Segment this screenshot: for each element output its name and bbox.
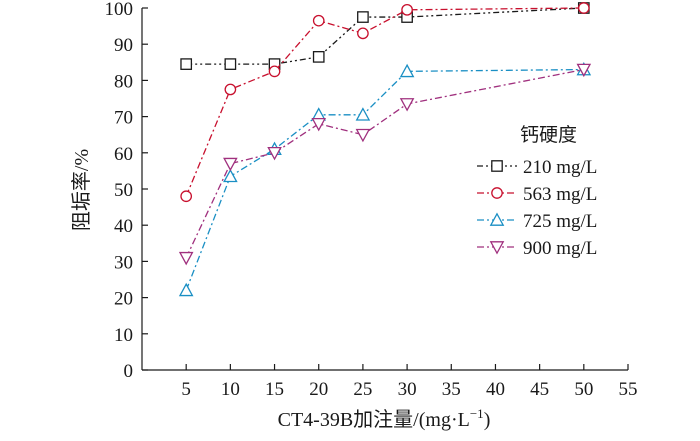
data-point <box>178 251 194 266</box>
y-tick-label: 80 <box>114 71 133 92</box>
data-point <box>180 58 193 70</box>
data-point <box>399 98 415 112</box>
y-tick-label: 60 <box>114 144 133 165</box>
legend: 钙硬度 210 mg/L 563 mg/L 725 mg/L 900 mg/L <box>477 124 597 259</box>
data-point <box>357 27 369 40</box>
x-tick-label: 30 <box>398 379 417 400</box>
data-point <box>311 117 327 132</box>
x-tick-label: 50 <box>574 379 593 400</box>
x-axis-title: CT4-39B加注量/(mg·L−1) <box>278 406 491 431</box>
data-point <box>576 63 592 78</box>
legend-marker <box>491 187 503 199</box>
data-point <box>312 51 325 63</box>
x-axis-title-superscript: −1 <box>470 406 484 421</box>
x-tick-label: 15 <box>265 379 284 400</box>
data-point <box>224 58 237 70</box>
data-point <box>267 146 282 161</box>
y-tick-label: 50 <box>114 180 133 201</box>
data-point <box>401 3 413 16</box>
legend-marker <box>489 241 505 255</box>
legend-marker <box>491 160 503 172</box>
y-tick-label: 0 <box>124 361 134 382</box>
x-axis-title-main: CT4-39B加注量/(mg·L <box>278 408 470 431</box>
data-point <box>357 11 369 23</box>
y-tick-label: 40 <box>114 216 133 237</box>
series-layer <box>178 2 592 297</box>
data-point <box>355 128 371 143</box>
x-tick-label: 10 <box>221 379 240 400</box>
x-tick-label: 55 <box>619 379 638 400</box>
y-tick-label: 10 <box>114 325 133 346</box>
series-725mgl <box>178 61 592 297</box>
data-point <box>312 14 325 27</box>
data-point <box>577 2 590 14</box>
x-tick-label: 45 <box>530 379 549 400</box>
series-563mgl <box>180 2 590 203</box>
series-line <box>186 7 584 65</box>
y-tick-label: 90 <box>114 35 133 56</box>
series-210mgl <box>180 2 590 70</box>
x-tick-label: 20 <box>309 379 328 400</box>
data-point <box>355 107 371 121</box>
x-axis-ticks: 5 10 15 20 25 30 35 40 45 50 55 <box>181 364 638 400</box>
x-tick-label: 35 <box>442 379 461 400</box>
data-point <box>223 157 238 172</box>
x-tick-label: 25 <box>353 379 372 400</box>
y-tick-label: 20 <box>114 289 133 310</box>
y-tick-label: 30 <box>114 252 133 273</box>
legend-item: 563 mg/L <box>477 184 597 205</box>
data-point <box>268 65 281 78</box>
legend-item: 210 mg/L <box>477 157 597 178</box>
data-point <box>223 168 238 183</box>
data-point <box>180 190 193 203</box>
x-axis-title-close: ) <box>484 409 491 431</box>
legend-label: 210 mg/L <box>523 157 597 178</box>
legend-label: 900 mg/L <box>523 238 597 259</box>
legend-item: 900 mg/L <box>477 238 597 259</box>
y-axis-ticks: 0 10 20 30 40 50 60 70 80 90 100 <box>105 0 148 382</box>
data-point <box>178 282 194 297</box>
data-point <box>399 63 415 78</box>
x-tick-label: 5 <box>181 379 191 400</box>
legend-label: 725 mg/L <box>523 211 597 232</box>
legend-title: 钙硬度 <box>520 124 577 146</box>
data-point <box>224 83 237 96</box>
y-axis-title: 阻垢率/% <box>70 149 93 231</box>
x-tick-label: 40 <box>486 379 505 400</box>
legend-label: 563 mg/L <box>523 184 597 205</box>
legend-item: 725 mg/L <box>477 211 597 232</box>
y-tick-label: 70 <box>114 108 133 129</box>
y-tick-label: 100 <box>105 0 134 20</box>
legend-marker <box>489 212 505 226</box>
series-900mgl <box>178 63 592 266</box>
